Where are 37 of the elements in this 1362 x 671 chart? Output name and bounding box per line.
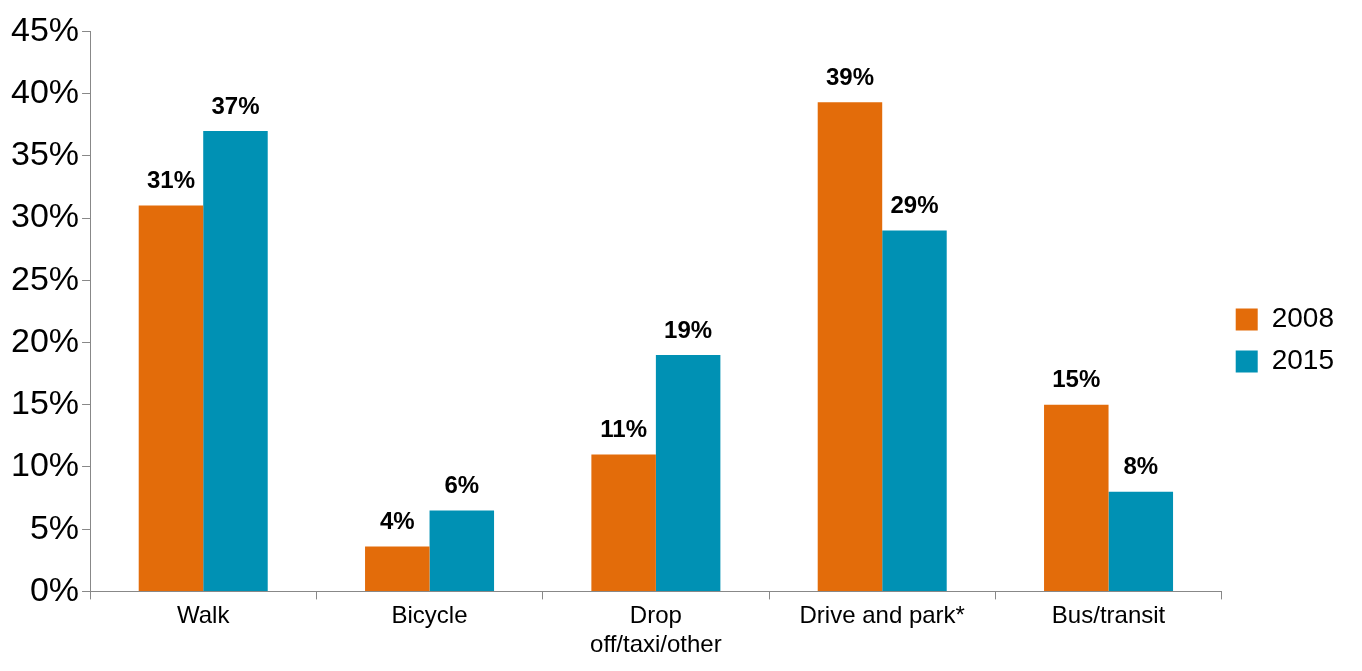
bar: [882, 230, 947, 591]
y-tick-label: 45%: [10, 9, 80, 48]
y-tick-label: 20%: [10, 320, 80, 359]
data-label: 37%: [211, 91, 260, 119]
y-tick-label: 10%: [10, 445, 80, 484]
bar: [1108, 491, 1174, 591]
data-label: 8%: [1123, 452, 1159, 480]
bar: [365, 546, 430, 591]
data-label: 39%: [825, 62, 874, 90]
y-tick-label: 5%: [29, 507, 80, 546]
bar: [1044, 404, 1109, 591]
y-tick-label: 35%: [10, 134, 80, 173]
data-label: 6%: [444, 471, 480, 499]
x-tick-label: Bicycle: [391, 601, 468, 629]
bar: [591, 454, 656, 591]
bar: [655, 354, 721, 591]
data-label: 11%: [600, 415, 647, 443]
data-label: 19%: [664, 315, 713, 343]
y-tick-label: 40%: [10, 72, 80, 110]
legend-label: 2008: [1271, 302, 1335, 334]
bar: [429, 510, 495, 591]
y-tick-label: 25%: [10, 258, 80, 297]
y-tick-label: 15%: [10, 383, 80, 422]
x-tick-label: Bus/transit: [1051, 601, 1166, 629]
x-tick-label: Drive and park*: [799, 601, 965, 629]
data-label: 29%: [890, 191, 939, 219]
y-tick-label: 30%: [10, 196, 80, 235]
bar: [817, 102, 883, 591]
x-tick-label: Walk: [176, 601, 231, 629]
data-label: 15%: [1052, 365, 1101, 393]
bar: [138, 205, 204, 591]
y-tick-label: 0%: [29, 569, 80, 608]
x-tick-label: Drop off/taxi/other: [590, 601, 722, 658]
data-label: 4%: [379, 507, 415, 535]
legend-label: 2015: [1271, 344, 1335, 376]
data-label: 31%: [146, 166, 195, 194]
bar: [203, 130, 268, 591]
